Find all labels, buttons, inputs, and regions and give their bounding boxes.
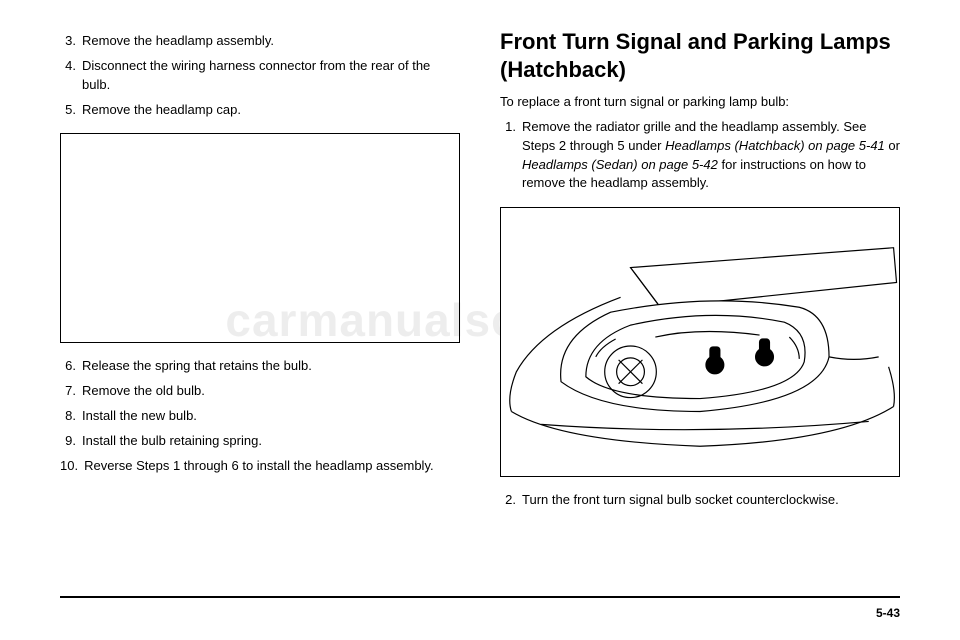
- figure-placeholder-left: [60, 133, 460, 343]
- step-text: Remove the headlamp cap.: [82, 101, 460, 120]
- step-text: Install the bulb retaining spring.: [82, 432, 460, 451]
- step-number: 10.: [60, 457, 84, 476]
- step-text: Turn the front turn signal bulb socket c…: [522, 491, 900, 510]
- footer-rule: [60, 596, 900, 598]
- step-item: 9.Install the bulb retaining spring.: [60, 432, 460, 451]
- intro-text: To replace a front turn signal or parkin…: [500, 93, 900, 112]
- step-item: 5.Remove the headlamp cap.: [60, 101, 460, 120]
- step-text: Remove the old bulb.: [82, 382, 460, 401]
- step1-ref2: Headlamps (Sedan) on page 5-42: [522, 157, 718, 172]
- step-number: 1.: [500, 118, 522, 193]
- step1-mid: or: [885, 138, 900, 153]
- step-text: Remove the headlamp assembly.: [82, 32, 460, 51]
- step-number: 2.: [500, 491, 522, 510]
- steps-list-bottom: 6.Release the spring that retains the bu…: [60, 357, 460, 481]
- step-item: 7.Remove the old bulb.: [60, 382, 460, 401]
- step1-ref1: Headlamps (Hatchback) on page 5-41: [665, 138, 885, 153]
- figure-headlamp-cavity: [500, 207, 900, 477]
- step-item: 2. Turn the front turn signal bulb socke…: [500, 491, 900, 510]
- step-number: 5.: [60, 101, 82, 120]
- section-title: Front Turn Signal and Parking Lamps (Hat…: [500, 28, 900, 83]
- step-item: 4.Disconnect the wiring harness connecto…: [60, 57, 460, 95]
- step-item: 6.Release the spring that retains the bu…: [60, 357, 460, 376]
- right-steps-bottom: 2. Turn the front turn signal bulb socke…: [500, 491, 900, 516]
- step-text: Reverse Steps 1 through 6 to install the…: [84, 457, 460, 476]
- step-number: 7.: [60, 382, 82, 401]
- step-item: 3.Remove the headlamp assembly.: [60, 32, 460, 51]
- step-text: Disconnect the wiring harness connector …: [82, 57, 460, 95]
- step-item: 10.Reverse Steps 1 through 6 to install …: [60, 457, 460, 476]
- right-steps-top: 1. Remove the radiator grille and the he…: [500, 118, 900, 199]
- step-number: 6.: [60, 357, 82, 376]
- step-text: Install the new bulb.: [82, 407, 460, 426]
- right-column: Front Turn Signal and Parking Lamps (Hat…: [500, 28, 900, 620]
- manual-page: carmanualsonline.info 3.Remove the headl…: [0, 0, 960, 640]
- car-front-illustration: [501, 208, 899, 476]
- step-item: 8.Install the new bulb.: [60, 407, 460, 426]
- steps-list-top: 3.Remove the headlamp assembly. 4.Discon…: [60, 32, 460, 125]
- step-number: 8.: [60, 407, 82, 426]
- step-item: 1. Remove the radiator grille and the he…: [500, 118, 900, 193]
- step-text: Remove the radiator grille and the headl…: [522, 118, 900, 193]
- left-column: 3.Remove the headlamp assembly. 4.Discon…: [60, 28, 460, 620]
- step-number: 4.: [60, 57, 82, 95]
- step-number: 9.: [60, 432, 82, 451]
- step-text: Release the spring that retains the bulb…: [82, 357, 460, 376]
- page-number: 5-43: [876, 606, 900, 620]
- step-number: 3.: [60, 32, 82, 51]
